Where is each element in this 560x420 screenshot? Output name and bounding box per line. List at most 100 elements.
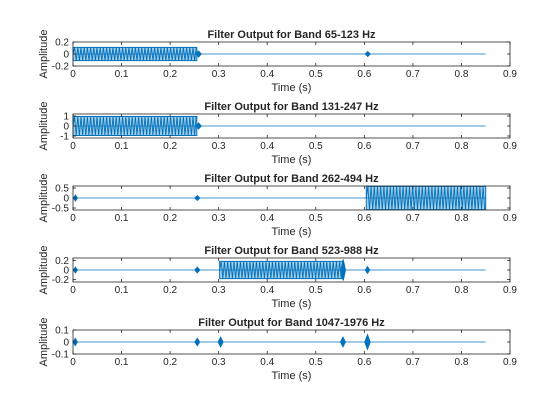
x-tick-label: 0 [70, 213, 76, 224]
x-tick-label: 0.3 [212, 285, 226, 296]
x-tick-label: 0.2 [163, 357, 177, 368]
x-tick-label: 0.6 [357, 213, 371, 224]
chart-title: Filter Output for Band 131-247 Hz [204, 101, 379, 113]
x-axis-label: Time (s) [272, 370, 312, 382]
y-axis-label: Amplitude [38, 318, 50, 367]
x-tick-label: 0 [70, 141, 76, 152]
y-axis-label: Amplitude [38, 102, 50, 151]
signal-wave [219, 261, 344, 279]
y-tick-label: -1 [60, 132, 69, 143]
signal-burst [364, 50, 371, 58]
signal-burst [195, 122, 202, 130]
x-tick-label: 0.9 [503, 357, 517, 368]
x-tick-label: 0.8 [454, 285, 468, 296]
chart-title: Filter Output for Band 523-988 Hz [204, 245, 379, 257]
chart-title: Filter Output for Band 262-494 Hz [204, 173, 379, 185]
x-tick-label: 0.3 [212, 357, 226, 368]
subplot-4: 0 0.1 0.2 0.3 0.4 0.5 0.6 0.7 0.8 0.9-0.200.2Filt… [38, 245, 517, 310]
y-tick-label: 0.1 [55, 326, 69, 337]
x-tick-label: 0 [70, 357, 76, 368]
signal-burst [194, 194, 201, 202]
y-axis-label: Amplitude [38, 174, 50, 223]
y-tick-label: 0 [63, 266, 69, 277]
x-tick-label: 0.8 [454, 141, 468, 152]
chart-title: Filter Output for Band 1047-1976 Hz [198, 317, 385, 329]
x-tick-label: 0.4 [260, 357, 274, 368]
y-axis-label: Amplitude [38, 246, 50, 295]
x-tick-label: 0.6 [357, 357, 371, 368]
x-tick-label: 0.5 [309, 141, 323, 152]
y-tick-label: -0.5 [52, 204, 70, 215]
x-tick-label: 0.4 [260, 213, 274, 224]
x-tick-label: 0.7 [406, 69, 420, 80]
x-tick-label: 0.2 [163, 285, 177, 296]
y-tick-label: 0 [63, 50, 69, 61]
x-tick-label: 0 [70, 69, 76, 80]
x-tick-label: 0.6 [357, 141, 371, 152]
x-tick-label: 0.3 [212, 213, 226, 224]
x-tick-label: 0.7 [406, 285, 420, 296]
x-axis-label: Time (s) [272, 298, 312, 310]
x-tick-label: 0.8 [454, 69, 468, 80]
y-tick-label: 0 [63, 122, 69, 133]
x-tick-label: 0.4 [260, 69, 274, 80]
y-tick-label: 0 [63, 338, 69, 349]
y-tick-label: -0.1 [52, 350, 70, 361]
x-tick-label: 0.9 [503, 285, 517, 296]
signal-wave [72, 47, 197, 61]
subplot-5: 0 0.1 0.2 0.3 0.4 0.5 0.6 0.7 0.8 0.9-0.100.1Filt… [38, 317, 517, 382]
y-axis-label: Amplitude [38, 30, 50, 79]
x-tick-label: 0 [70, 285, 76, 296]
x-tick-label: 0.5 [309, 357, 323, 368]
x-tick-label: 0.5 [309, 285, 323, 296]
signal-wave [72, 116, 197, 136]
signal-burst [194, 266, 201, 274]
x-tick-label: 0.4 [260, 141, 274, 152]
x-axis-label: Time (s) [272, 82, 312, 94]
chart-title: Filter Output for Band 65-123 Hz [207, 29, 376, 41]
y-tick-label: -0.2 [52, 62, 70, 73]
signal-burst [364, 265, 371, 275]
x-tick-label: 0.1 [115, 141, 129, 152]
x-axis-label: Time (s) [272, 154, 312, 166]
x-tick-label: 0.1 [115, 357, 129, 368]
signal-burst [340, 259, 346, 281]
y-tick-label: 0.2 [55, 38, 69, 49]
x-tick-label: 0.9 [503, 213, 517, 224]
signal-burst [194, 337, 201, 347]
signal-burst [217, 336, 224, 348]
y-tick-label: 0.5 [55, 184, 69, 195]
subplot-3: 0 0.1 0.2 0.3 0.4 0.5 0.6 0.7 0.8 0.9-0.500.5Filt… [38, 173, 517, 238]
x-tick-label: 0.6 [357, 285, 371, 296]
x-tick-label: 0.2 [163, 69, 177, 80]
x-tick-label: 0.1 [115, 213, 129, 224]
y-tick-label: -0.2 [52, 275, 70, 286]
x-tick-label: 0.5 [309, 69, 323, 80]
x-tick-label: 0.8 [454, 213, 468, 224]
signal-burst [339, 336, 346, 348]
x-tick-label: 0.2 [163, 213, 177, 224]
x-tick-label: 0.1 [115, 285, 129, 296]
x-axis-label: Time (s) [272, 226, 312, 238]
subplot-1: 0 0.1 0.2 0.3 0.4 0.5 0.6 0.7 0.8 0.9-0.200.2Filt… [38, 29, 517, 94]
x-tick-label: 0.9 [503, 141, 517, 152]
x-tick-label: 0.3 [212, 69, 226, 80]
x-tick-label: 0.8 [454, 357, 468, 368]
x-tick-label: 0.7 [406, 213, 420, 224]
y-tick-label: 0.2 [55, 256, 69, 267]
x-tick-label: 0.6 [357, 69, 371, 80]
signal-burst [364, 333, 371, 351]
x-tick-label: 0.3 [212, 141, 226, 152]
x-tick-label: 0.7 [406, 357, 420, 368]
y-tick-label: 0 [63, 194, 69, 205]
x-tick-label: 0.1 [115, 69, 129, 80]
x-tick-label: 0.4 [260, 285, 274, 296]
x-tick-label: 0.5 [309, 213, 323, 224]
x-tick-label: 0.9 [503, 69, 517, 80]
x-tick-label: 0.7 [406, 141, 420, 152]
y-tick-label: 1 [63, 112, 69, 123]
signal-burst [195, 50, 202, 58]
x-tick-label: 0.2 [163, 141, 177, 152]
